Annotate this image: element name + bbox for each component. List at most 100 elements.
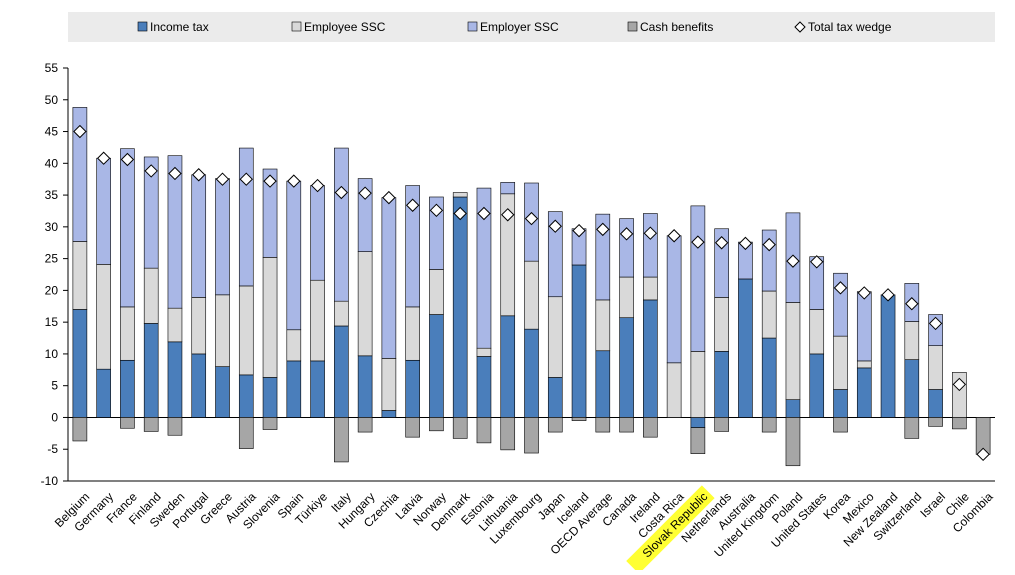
bar-segment (785, 302, 801, 400)
total-marker (952, 377, 967, 392)
bar-segment (215, 366, 230, 418)
bar-segment (215, 294, 230, 367)
bar-segment (143, 417, 159, 432)
bar-segment (595, 299, 611, 352)
bar-segment (238, 285, 254, 376)
bar-segment (904, 321, 920, 360)
total-marker (548, 219, 562, 233)
total-marker (596, 222, 610, 237)
bar-segment (452, 196, 468, 418)
total-marker (643, 226, 658, 240)
bar-segment (405, 359, 420, 418)
bar-segment (856, 291, 872, 362)
y-tick-label: 55 (45, 61, 59, 75)
bar-segment (120, 359, 135, 418)
total-marker (215, 172, 230, 186)
bar-segment (500, 417, 516, 451)
total-marker (976, 447, 990, 462)
bar-segment (524, 260, 539, 330)
total-marker (762, 237, 776, 252)
bar-segment (310, 360, 325, 418)
y-tick-label: 10 (45, 347, 59, 361)
bar-segment (238, 374, 254, 418)
total-marker (429, 203, 444, 218)
total-marker (881, 288, 895, 302)
total-marker (477, 206, 491, 221)
bar-segment (72, 241, 88, 310)
total-marker (144, 164, 158, 178)
bar-segment (476, 347, 492, 357)
bar-segment (690, 351, 706, 418)
bar-segment (72, 417, 88, 442)
bar-segment (952, 417, 967, 430)
bar-segment (476, 187, 492, 349)
bar-segment (452, 192, 468, 198)
total-marker (310, 178, 325, 193)
bar-segment (120, 148, 135, 308)
bar-segment (334, 147, 349, 302)
bar-segment (666, 235, 682, 364)
y-tick-label: 20 (45, 283, 59, 297)
bar-segment (595, 417, 611, 433)
bar-segment (215, 178, 230, 296)
total-marker (192, 168, 206, 182)
legend-swatch (291, 21, 302, 32)
bar-segment (143, 156, 159, 269)
legend-swatch (137, 21, 148, 32)
bar-segment (785, 417, 801, 467)
bar-segment (928, 345, 943, 390)
y-tick-label: 35 (45, 188, 59, 202)
bar-segment (666, 362, 682, 418)
y-tick-label: 5 (51, 379, 58, 393)
bar-segment (334, 325, 349, 418)
total-marker (73, 124, 87, 139)
total-marker (833, 281, 848, 295)
bar-segment (191, 353, 207, 418)
bar-segment (904, 417, 920, 439)
x-tick-label: Israel (917, 490, 948, 521)
bar-segment (904, 359, 920, 418)
bar-segment (238, 417, 254, 449)
bar-segment (476, 356, 492, 418)
bar-segment (643, 299, 658, 418)
bar-segment (429, 417, 444, 432)
legend-label: Employee SSC (304, 20, 386, 34)
bar-segment (738, 278, 753, 418)
bar-segment (619, 317, 634, 418)
legend-box (68, 12, 995, 42)
total-marker (786, 254, 800, 268)
total-marker (96, 151, 111, 165)
bar-segment (928, 417, 943, 427)
total-marker (287, 174, 301, 188)
y-tick-label: 0 (51, 410, 58, 424)
bar-segment (761, 417, 777, 433)
bar-segment (833, 335, 848, 390)
bar-segment (619, 276, 634, 319)
bar-segment (643, 417, 658, 438)
total-marker (738, 236, 753, 251)
bar-segment (96, 264, 111, 370)
bar-segment (547, 417, 563, 433)
total-marker (334, 185, 349, 200)
total-marker (120, 152, 135, 167)
y-tick-label: -10 (41, 474, 59, 488)
bar-segment (809, 309, 825, 355)
bar-segment (524, 328, 539, 418)
bar-segment (381, 197, 397, 359)
bar-segment (334, 417, 349, 463)
total-marker (453, 206, 467, 221)
bar-segment (595, 350, 611, 418)
total-marker (905, 297, 919, 311)
bar-segment (500, 182, 516, 195)
bar-segment (714, 297, 729, 352)
bar-segment (167, 417, 183, 436)
total-marker (572, 223, 586, 238)
total-marker (524, 211, 539, 226)
legend-swatch (794, 21, 806, 33)
total-marker (168, 166, 182, 181)
total-marker (667, 229, 681, 243)
total-marker (928, 316, 943, 331)
bar-segment (429, 196, 444, 270)
total-marker (382, 190, 396, 205)
